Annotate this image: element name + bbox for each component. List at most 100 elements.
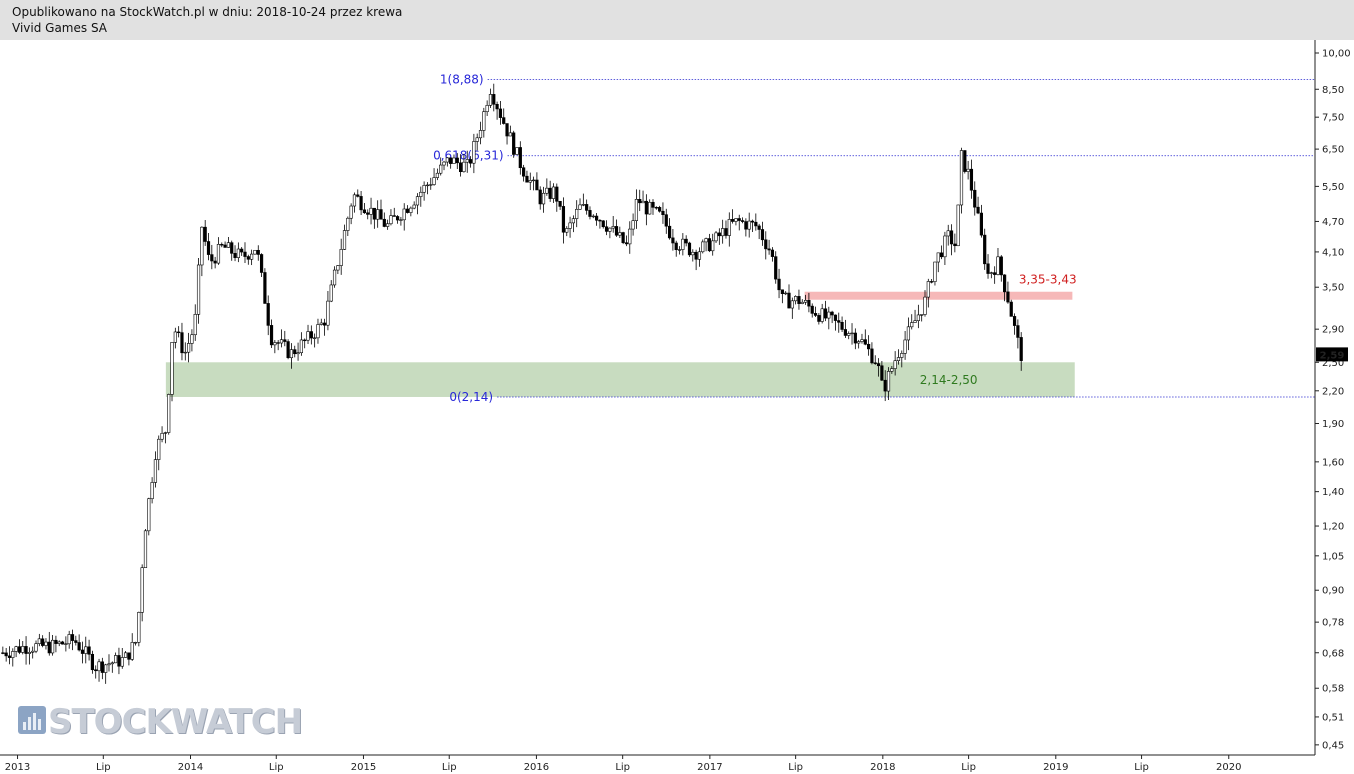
candle-body bbox=[468, 159, 473, 164]
candle-body bbox=[27, 651, 31, 654]
instrument-name: Vivid Games SA bbox=[12, 21, 107, 35]
candle-body bbox=[628, 228, 632, 245]
resistance-zone bbox=[804, 291, 1073, 300]
candle-body bbox=[677, 249, 682, 251]
candle-body bbox=[883, 379, 887, 392]
candle-body bbox=[412, 204, 416, 209]
header-bar: Opublikowano na StockWatch.pl w dniu: 20… bbox=[0, 0, 1354, 40]
candle-body bbox=[565, 228, 569, 233]
candle-body bbox=[313, 337, 317, 339]
candle-body bbox=[979, 212, 983, 236]
candle-body bbox=[286, 341, 290, 359]
candle-body bbox=[213, 260, 217, 264]
candle-body bbox=[382, 218, 386, 227]
candle-body bbox=[452, 157, 456, 164]
candle-body bbox=[449, 157, 453, 164]
candle-body bbox=[588, 210, 592, 217]
candle-body bbox=[777, 278, 781, 291]
candle-body bbox=[123, 652, 128, 658]
candle-body bbox=[54, 639, 58, 644]
candle-body bbox=[731, 219, 735, 222]
candle-body bbox=[475, 137, 479, 142]
candle-body bbox=[177, 331, 181, 334]
candle-body bbox=[830, 311, 834, 316]
candle-body bbox=[896, 357, 901, 362]
candle-body bbox=[737, 218, 741, 221]
candle-body bbox=[7, 655, 12, 658]
candle-body bbox=[114, 655, 118, 664]
candle-body bbox=[936, 252, 940, 263]
time-tick-label: Lip bbox=[442, 762, 457, 773]
candle-body bbox=[916, 314, 920, 321]
price-tick-label: 1,40 bbox=[1322, 487, 1344, 498]
candle-body bbox=[926, 281, 930, 298]
candle-body bbox=[923, 296, 927, 315]
candle-body bbox=[525, 175, 529, 183]
candle-body bbox=[319, 322, 323, 325]
candle-body bbox=[833, 314, 838, 321]
candle-body bbox=[216, 244, 221, 264]
candle-body bbox=[575, 208, 579, 219]
candle-body bbox=[439, 164, 443, 174]
candle-body bbox=[644, 200, 648, 215]
candle-body bbox=[206, 241, 211, 255]
candle-body bbox=[946, 230, 950, 237]
candle-body bbox=[880, 365, 884, 381]
candle-body bbox=[910, 322, 914, 328]
time-tick-label: Lip bbox=[96, 762, 111, 773]
candle-body bbox=[886, 371, 891, 392]
candle-body bbox=[14, 646, 18, 652]
price-tick-label: 0,58 bbox=[1322, 684, 1344, 695]
candle-body bbox=[545, 187, 549, 194]
candle-body bbox=[956, 204, 960, 247]
candle-body bbox=[857, 341, 861, 344]
candle-body bbox=[183, 351, 187, 354]
resistance-zone-label: 3,35-3,43 bbox=[1019, 273, 1077, 287]
candle-body bbox=[369, 207, 373, 215]
fibonacci-layer: 1(8,88)0,618(6,31)0(2,14) bbox=[433, 73, 1315, 404]
candle-body bbox=[329, 284, 333, 302]
candle-body bbox=[770, 249, 775, 257]
candle-body bbox=[226, 242, 231, 248]
candle-body bbox=[117, 655, 121, 667]
candle-body bbox=[810, 305, 814, 314]
candle-body bbox=[137, 612, 141, 643]
candle-body bbox=[714, 232, 718, 242]
candle-body bbox=[1003, 274, 1007, 293]
candle-body bbox=[631, 220, 635, 230]
candle-body bbox=[153, 459, 158, 483]
candle-body bbox=[253, 249, 257, 255]
price-tick-label: 0,68 bbox=[1322, 648, 1344, 659]
candle-body bbox=[681, 238, 685, 250]
candles-layer bbox=[1, 83, 1023, 684]
candle-body bbox=[57, 641, 61, 644]
candle-body bbox=[44, 641, 48, 646]
candle-body bbox=[790, 300, 794, 309]
candle-body bbox=[107, 663, 111, 666]
candle-body bbox=[813, 313, 818, 316]
candle-body bbox=[120, 657, 124, 667]
candle-body bbox=[794, 296, 798, 302]
candle-body bbox=[691, 251, 695, 256]
candle-body bbox=[1016, 325, 1020, 338]
price-tick-label: 1,90 bbox=[1322, 419, 1344, 430]
candle-body bbox=[727, 219, 731, 236]
candle-body bbox=[601, 220, 605, 228]
candle-body bbox=[906, 326, 911, 341]
candle-body bbox=[598, 219, 602, 222]
candle-body bbox=[658, 207, 662, 212]
candle-body bbox=[840, 322, 844, 330]
candle-body bbox=[853, 332, 857, 344]
candle-body bbox=[84, 646, 88, 654]
candle-body bbox=[933, 261, 937, 282]
candle-body bbox=[97, 661, 101, 672]
candle-body bbox=[110, 662, 114, 665]
candle-body bbox=[455, 157, 459, 164]
candle-body bbox=[661, 210, 665, 215]
candle-body bbox=[482, 111, 486, 131]
time-tick-label: 2020 bbox=[1216, 762, 1241, 773]
price-tick-label: 2,20 bbox=[1322, 386, 1344, 397]
candle-body bbox=[638, 199, 642, 204]
last-price-label: 2,59 bbox=[1320, 350, 1345, 361]
candle-body bbox=[498, 108, 503, 118]
